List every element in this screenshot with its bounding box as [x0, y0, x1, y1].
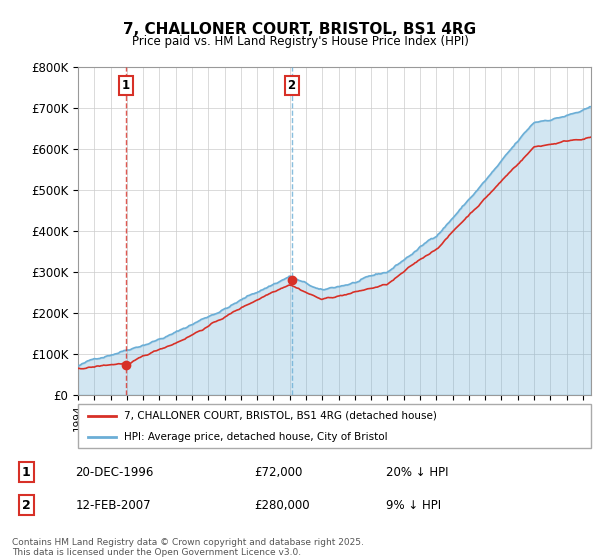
- Text: 1: 1: [122, 79, 130, 92]
- Text: Price paid vs. HM Land Registry's House Price Index (HPI): Price paid vs. HM Land Registry's House …: [131, 35, 469, 48]
- Text: 1: 1: [22, 465, 31, 479]
- FancyBboxPatch shape: [78, 404, 591, 448]
- Text: 20-DEC-1996: 20-DEC-1996: [76, 465, 154, 479]
- Text: £280,000: £280,000: [254, 498, 310, 512]
- Text: Contains HM Land Registry data © Crown copyright and database right 2025.
This d: Contains HM Land Registry data © Crown c…: [12, 538, 364, 557]
- Text: HPI: Average price, detached house, City of Bristol: HPI: Average price, detached house, City…: [124, 432, 388, 442]
- Text: 7, CHALLONER COURT, BRISTOL, BS1 4RG (detached house): 7, CHALLONER COURT, BRISTOL, BS1 4RG (de…: [124, 410, 437, 421]
- Text: 12-FEB-2007: 12-FEB-2007: [76, 498, 151, 512]
- Text: 2: 2: [22, 498, 31, 512]
- Text: £72,000: £72,000: [254, 465, 302, 479]
- Text: 9% ↓ HPI: 9% ↓ HPI: [386, 498, 442, 512]
- Text: 7, CHALLONER COURT, BRISTOL, BS1 4RG: 7, CHALLONER COURT, BRISTOL, BS1 4RG: [124, 22, 476, 38]
- Text: 20% ↓ HPI: 20% ↓ HPI: [386, 465, 449, 479]
- Text: 2: 2: [287, 79, 296, 92]
